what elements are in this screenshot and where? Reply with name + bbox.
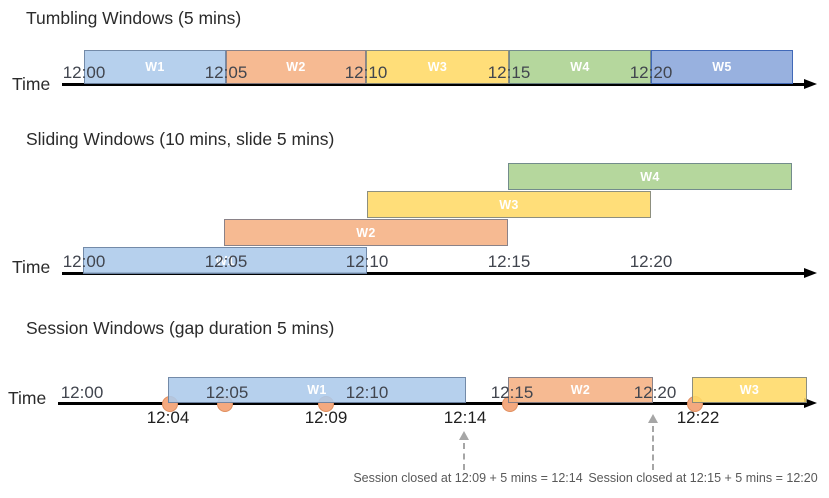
tumbling-time-label: Time bbox=[12, 74, 51, 94]
dashed-arrow-line bbox=[463, 443, 465, 470]
window-label: W2 bbox=[570, 383, 591, 397]
session-tick: 12:20 bbox=[633, 383, 677, 402]
tumbling-tick: 12:10 bbox=[344, 63, 388, 82]
tumbling-axis-arrowhead-icon bbox=[804, 79, 817, 89]
sliding-window-w4: W4 bbox=[508, 163, 792, 190]
dashed-arrow-line bbox=[652, 426, 654, 470]
window-label: W2 bbox=[356, 225, 376, 240]
tumbling-tick: 12:00 bbox=[62, 63, 106, 82]
session-section-title: Session Windows (gap duration 5 mins) bbox=[26, 318, 335, 338]
session-tick: 12:05 bbox=[205, 383, 249, 402]
session-closed-annotation: Session closed at 12:09 + 5 mins = 12:14 bbox=[353, 471, 583, 485]
sliding-section-title: Sliding Windows (10 mins, slide 5 mins) bbox=[26, 129, 335, 149]
sliding-tick: 12:20 bbox=[629, 252, 673, 271]
sliding-window-w2: W2 bbox=[224, 219, 508, 246]
window-label: W4 bbox=[640, 169, 660, 184]
dashed-up-arrow-icon bbox=[648, 414, 658, 423]
session-window-w1: W1 bbox=[168, 377, 466, 403]
tumbling-window-w4: W4 bbox=[509, 50, 651, 84]
window-label: W1 bbox=[307, 383, 327, 397]
sliding-tick: 12:05 bbox=[204, 252, 248, 271]
tumbling-window-w5: W5 bbox=[651, 50, 793, 84]
session-closed-annotation: Session closed at 12:15 + 5 mins = 12:20 bbox=[588, 471, 818, 485]
window-label: W3 bbox=[427, 60, 448, 74]
window-label: W1 bbox=[215, 253, 235, 268]
sliding-tick: 12:15 bbox=[487, 252, 531, 271]
session-tick: 12:15 bbox=[490, 383, 534, 402]
tumbling-window-w1: W1 bbox=[84, 50, 226, 84]
session-time-label: Time bbox=[8, 388, 47, 408]
session-axis-arrowhead-icon bbox=[804, 398, 817, 408]
tumbling-tick: 12:20 bbox=[629, 63, 673, 82]
sliding-tick: 12:00 bbox=[62, 252, 106, 271]
event-time-label: 12:04 bbox=[146, 408, 190, 427]
tumbling-tick: 12:05 bbox=[204, 63, 248, 82]
session-tick: 12:10 bbox=[345, 383, 389, 402]
window-label: W4 bbox=[570, 60, 590, 74]
tumbling-section-title: Tumbling Windows (5 mins) bbox=[26, 8, 242, 28]
window-label: W3 bbox=[739, 383, 760, 397]
sliding-axis-arrowhead-icon bbox=[804, 268, 817, 278]
event-time-label: 12:22 bbox=[676, 408, 720, 427]
window-label: W5 bbox=[712, 60, 732, 74]
sliding-tick: 12:10 bbox=[345, 252, 389, 271]
session-window-w2: W2 bbox=[508, 377, 653, 403]
event-time-label: 12:09 bbox=[304, 408, 348, 427]
session-tick: 12:00 bbox=[60, 383, 104, 402]
tumbling-window-w2: W2 bbox=[226, 50, 366, 84]
sliding-axis-line bbox=[62, 272, 804, 275]
session-axis-line bbox=[58, 402, 804, 405]
window-label: W2 bbox=[286, 60, 306, 74]
sliding-time-label: Time bbox=[12, 257, 51, 277]
sliding-window-w1: W1 bbox=[83, 247, 367, 274]
window-label: W1 bbox=[145, 60, 165, 74]
tumbling-tick: 12:15 bbox=[487, 63, 531, 82]
dashed-up-arrow-icon bbox=[459, 431, 469, 440]
sliding-window-w3: W3 bbox=[367, 191, 651, 218]
tumbling-axis-line bbox=[62, 83, 804, 86]
window-label: W3 bbox=[499, 197, 519, 212]
session-window-w3: W3 bbox=[692, 377, 807, 403]
event-time-label: 12:14 bbox=[443, 408, 487, 427]
tumbling-window-w3: W3 bbox=[366, 50, 509, 84]
